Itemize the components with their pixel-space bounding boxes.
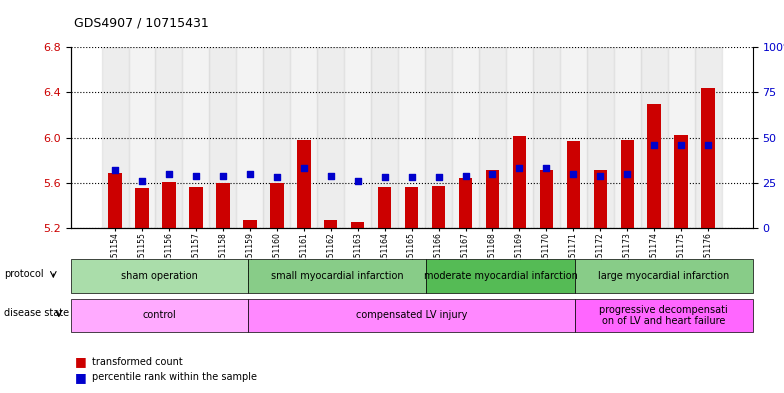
Text: disease state: disease state bbox=[4, 309, 69, 318]
Bar bbox=[432, 186, 445, 228]
Point bbox=[351, 178, 364, 184]
Bar bbox=[695, 47, 721, 228]
Text: progressive decompensati
on of LV and heart failure: progressive decompensati on of LV and he… bbox=[599, 305, 728, 326]
Bar bbox=[539, 170, 554, 228]
Point bbox=[540, 165, 553, 171]
Bar bbox=[183, 47, 209, 228]
Bar bbox=[270, 183, 284, 228]
Bar bbox=[297, 140, 310, 228]
Point bbox=[567, 171, 579, 177]
Bar bbox=[587, 47, 614, 228]
Bar bbox=[614, 47, 641, 228]
Point bbox=[270, 174, 283, 180]
Text: GDS4907 / 10715431: GDS4907 / 10715431 bbox=[74, 17, 209, 29]
Text: sham operation: sham operation bbox=[121, 271, 198, 281]
Bar bbox=[102, 47, 129, 228]
Bar bbox=[513, 136, 526, 228]
Bar bbox=[162, 182, 176, 228]
Bar bbox=[155, 47, 183, 228]
Bar bbox=[290, 47, 318, 228]
Bar bbox=[351, 222, 365, 228]
Bar bbox=[668, 47, 695, 228]
Bar bbox=[136, 188, 149, 228]
Bar bbox=[425, 47, 452, 228]
Point bbox=[379, 174, 391, 180]
Bar bbox=[129, 47, 155, 228]
Point bbox=[432, 174, 445, 180]
Point bbox=[405, 174, 418, 180]
Bar bbox=[452, 47, 479, 228]
Point bbox=[648, 141, 660, 148]
Bar bbox=[702, 88, 715, 228]
Bar bbox=[398, 47, 425, 228]
Point bbox=[216, 173, 229, 179]
Point bbox=[325, 173, 337, 179]
Bar bbox=[560, 47, 587, 228]
Bar bbox=[641, 47, 668, 228]
Point bbox=[297, 165, 310, 171]
Point bbox=[514, 165, 526, 171]
Bar bbox=[674, 135, 688, 228]
Bar bbox=[405, 187, 419, 228]
Bar bbox=[378, 187, 391, 228]
Point bbox=[136, 178, 148, 184]
Bar bbox=[648, 104, 661, 228]
Bar bbox=[324, 220, 337, 228]
Text: transformed count: transformed count bbox=[92, 356, 183, 367]
Bar bbox=[371, 47, 398, 228]
Bar bbox=[479, 47, 506, 228]
Text: moderate myocardial infarction: moderate myocardial infarction bbox=[423, 271, 578, 281]
Text: ■: ■ bbox=[74, 355, 86, 368]
Bar bbox=[567, 141, 580, 228]
Bar bbox=[533, 47, 560, 228]
Bar bbox=[459, 178, 472, 228]
Bar bbox=[108, 173, 122, 228]
Bar bbox=[486, 170, 499, 228]
Text: small myocardial infarction: small myocardial infarction bbox=[271, 271, 404, 281]
Point bbox=[675, 141, 688, 148]
Point bbox=[621, 171, 633, 177]
Bar bbox=[216, 183, 230, 228]
Text: compensated LV injury: compensated LV injury bbox=[356, 310, 467, 320]
Text: large myocardial infarction: large myocardial infarction bbox=[598, 271, 729, 281]
Bar bbox=[236, 47, 263, 228]
Point bbox=[486, 171, 499, 177]
Bar bbox=[318, 47, 344, 228]
Point bbox=[459, 173, 472, 179]
Bar bbox=[593, 170, 607, 228]
Text: control: control bbox=[143, 310, 176, 320]
Bar bbox=[243, 220, 256, 228]
Bar bbox=[621, 140, 634, 228]
Point bbox=[109, 167, 122, 173]
Point bbox=[244, 171, 256, 177]
Text: protocol: protocol bbox=[4, 269, 44, 279]
Bar bbox=[189, 187, 202, 228]
Point bbox=[594, 173, 607, 179]
Point bbox=[163, 171, 176, 177]
Bar bbox=[506, 47, 533, 228]
Text: percentile rank within the sample: percentile rank within the sample bbox=[92, 372, 256, 382]
Point bbox=[190, 173, 202, 179]
Bar bbox=[344, 47, 371, 228]
Bar bbox=[263, 47, 290, 228]
Bar bbox=[209, 47, 236, 228]
Text: ■: ■ bbox=[74, 371, 86, 384]
Point bbox=[702, 141, 714, 148]
